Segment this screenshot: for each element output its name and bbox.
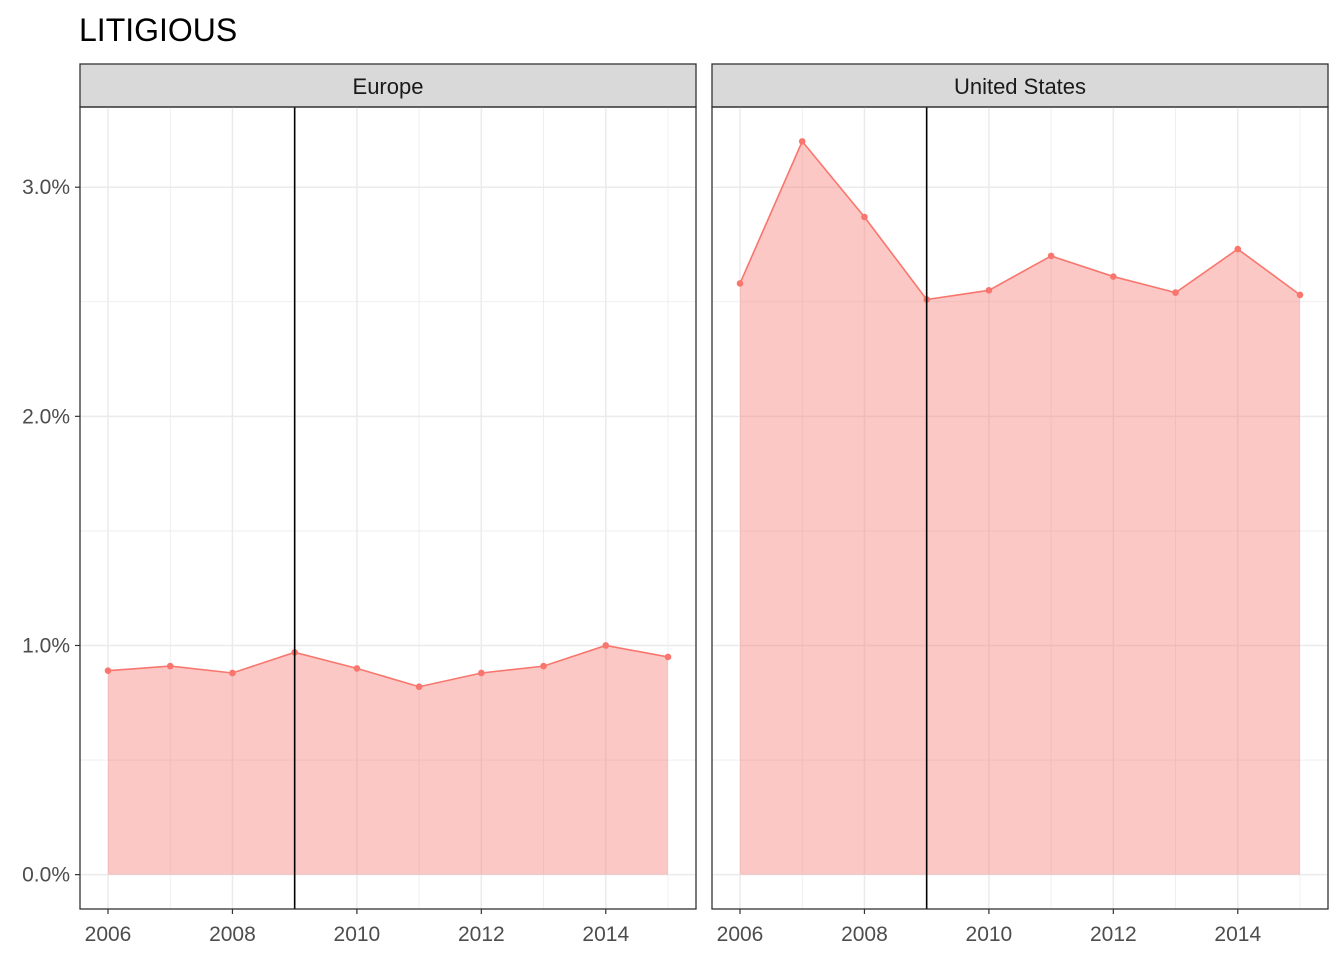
strip-europe (79, 63, 697, 108)
data-point (1172, 289, 1179, 296)
y-tick-label: 0.0% (22, 864, 70, 887)
x-axis-europe: 2006 2008 2010 2012 2014 (85, 909, 629, 946)
strip-united-states (711, 63, 1329, 108)
data-point (602, 642, 610, 649)
series-line (107, 644, 669, 688)
data-point (1110, 273, 1117, 280)
data-point (415, 683, 423, 691)
panel-united-states: United States 2006 2008 2010 2012 2014 (711, 63, 1329, 946)
data-point (861, 213, 868, 221)
data-point (166, 662, 174, 670)
data-point (1296, 291, 1304, 299)
chart-title: LITIGIOUS (79, 12, 237, 48)
y-tick-label: 1.0% (22, 634, 70, 657)
data-point (1047, 252, 1055, 260)
y-tick-label: 2.0% (22, 405, 70, 428)
x-tick-label: 2006 (717, 923, 764, 946)
area-fill (740, 141, 1300, 875)
data-point (478, 669, 485, 677)
strip-label-europe: Europe (353, 74, 424, 99)
series-line (739, 139, 1301, 301)
data-point (798, 138, 806, 145)
panel-border-united-states (711, 106, 1329, 910)
x-tick-label: 2010 (966, 923, 1013, 946)
area-europe (104, 642, 672, 875)
x-axis-united-states: 2006 2008 2010 2012 2014 (717, 909, 1261, 946)
x-tick-label: 2010 (334, 923, 381, 946)
data-point (1234, 245, 1242, 253)
strip-label-united-states: United States (954, 74, 1086, 99)
data-point (664, 653, 672, 661)
data-point (104, 667, 112, 674)
area-fill (108, 645, 668, 875)
x-tick-label: 2012 (1090, 923, 1137, 946)
grid-united-states (712, 107, 1328, 909)
data-point (353, 665, 361, 672)
x-tick-label: 2014 (582, 923, 629, 946)
x-tick-label: 2008 (841, 923, 888, 946)
y-axis: 0.0% 1.0% 2.0% 3.0% (22, 176, 80, 887)
y-tick-label: 3.0% (22, 176, 70, 199)
x-tick-label: 2008 (209, 923, 256, 946)
data-point (229, 669, 236, 677)
x-tick-label: 2006 (85, 923, 132, 946)
x-tick-label: 2012 (458, 923, 505, 946)
data-point (736, 280, 744, 287)
data-point (540, 662, 547, 670)
panel-border-europe (79, 106, 697, 910)
panel-europe: Europe 2006 2008 2010 2012 2014 (79, 63, 697, 946)
data-point (985, 287, 993, 294)
area-united-states (736, 138, 1304, 875)
grid-europe (80, 107, 696, 909)
x-tick-label: 2014 (1214, 923, 1261, 946)
